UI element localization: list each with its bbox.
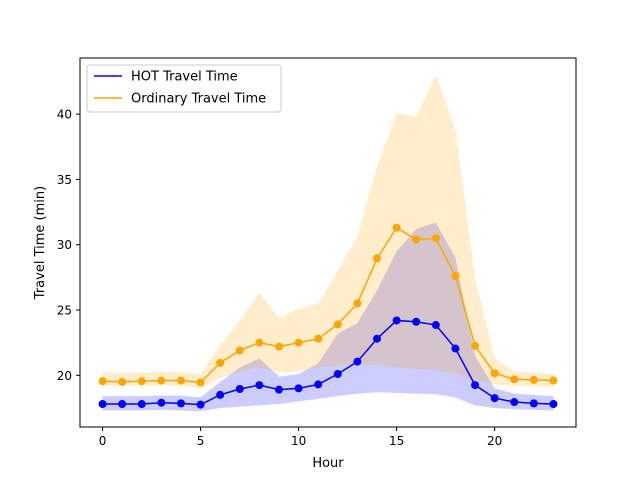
point-ordinary xyxy=(392,223,401,232)
point-hot xyxy=(431,321,440,330)
point-hot xyxy=(490,394,499,403)
band-ordinary xyxy=(102,74,554,389)
point-ordinary xyxy=(471,341,480,350)
x-tick-label: 20 xyxy=(487,434,502,448)
point-hot xyxy=(471,381,480,390)
y-tick-label: 25 xyxy=(57,304,72,318)
y-axis-label: Travel Time (min) xyxy=(33,186,48,300)
point-hot xyxy=(451,344,460,353)
point-ordinary xyxy=(431,234,440,243)
point-hot xyxy=(392,316,401,325)
point-ordinary xyxy=(373,254,382,263)
x-tick-label: 15 xyxy=(389,434,404,448)
y-tick-label: 40 xyxy=(57,108,72,122)
point-ordinary xyxy=(451,272,460,281)
confidence-bands xyxy=(102,74,554,412)
point-hot xyxy=(98,400,107,409)
point-hot xyxy=(216,390,225,399)
point-hot xyxy=(176,399,185,408)
point-ordinary xyxy=(98,377,107,386)
x-tick-label: 10 xyxy=(291,434,306,448)
point-hot xyxy=(373,334,382,343)
x-axis-ticks: 0 5 10 15 20 xyxy=(99,427,502,448)
point-hot xyxy=(333,369,342,378)
point-ordinary xyxy=(549,376,558,385)
point-hot xyxy=(412,317,421,326)
point-ordinary xyxy=(176,376,185,385)
point-ordinary xyxy=(274,342,283,351)
x-axis-label: Hour xyxy=(312,456,344,471)
point-ordinary xyxy=(490,369,499,378)
legend-label-ordinary: Ordinary Travel Time xyxy=(131,92,266,107)
band-hot xyxy=(102,222,554,412)
point-hot xyxy=(510,398,519,407)
legend: HOT Travel Time Ordinary Travel Time xyxy=(86,64,282,113)
series-points xyxy=(98,223,558,409)
point-ordinary xyxy=(529,375,538,384)
point-ordinary xyxy=(157,376,166,385)
point-ordinary xyxy=(137,377,146,386)
y-axis-ticks: 20 25 30 35 40 xyxy=(57,108,80,383)
point-hot xyxy=(529,399,538,408)
point-hot xyxy=(294,384,303,393)
plot-area-frame xyxy=(79,57,577,428)
point-hot xyxy=(353,357,362,366)
legend-box xyxy=(86,64,282,113)
point-hot xyxy=(137,400,146,409)
y-tick-label: 20 xyxy=(57,369,72,383)
point-ordinary xyxy=(353,299,362,308)
point-hot xyxy=(314,380,323,389)
point-hot xyxy=(157,398,166,407)
x-tick-label: 5 xyxy=(197,434,205,448)
point-hot xyxy=(118,400,127,409)
point-ordinary xyxy=(510,375,519,384)
point-ordinary xyxy=(294,338,303,347)
point-hot xyxy=(255,381,264,390)
y-tick-label: 35 xyxy=(57,173,72,187)
point-ordinary xyxy=(118,377,127,386)
point-ordinary xyxy=(216,358,225,367)
point-ordinary xyxy=(255,338,264,347)
point-hot xyxy=(274,385,283,394)
point-ordinary xyxy=(235,346,244,355)
point-hot xyxy=(549,400,558,409)
point-ordinary xyxy=(314,334,323,343)
y-tick-label: 30 xyxy=(57,238,72,252)
point-ordinary xyxy=(412,235,421,244)
x-tick-label: 0 xyxy=(99,434,107,448)
point-ordinary xyxy=(333,320,342,329)
point-ordinary xyxy=(196,378,205,387)
legend-label-hot: HOT Travel Time xyxy=(131,70,238,85)
point-hot xyxy=(235,385,244,393)
point-hot xyxy=(196,400,205,409)
